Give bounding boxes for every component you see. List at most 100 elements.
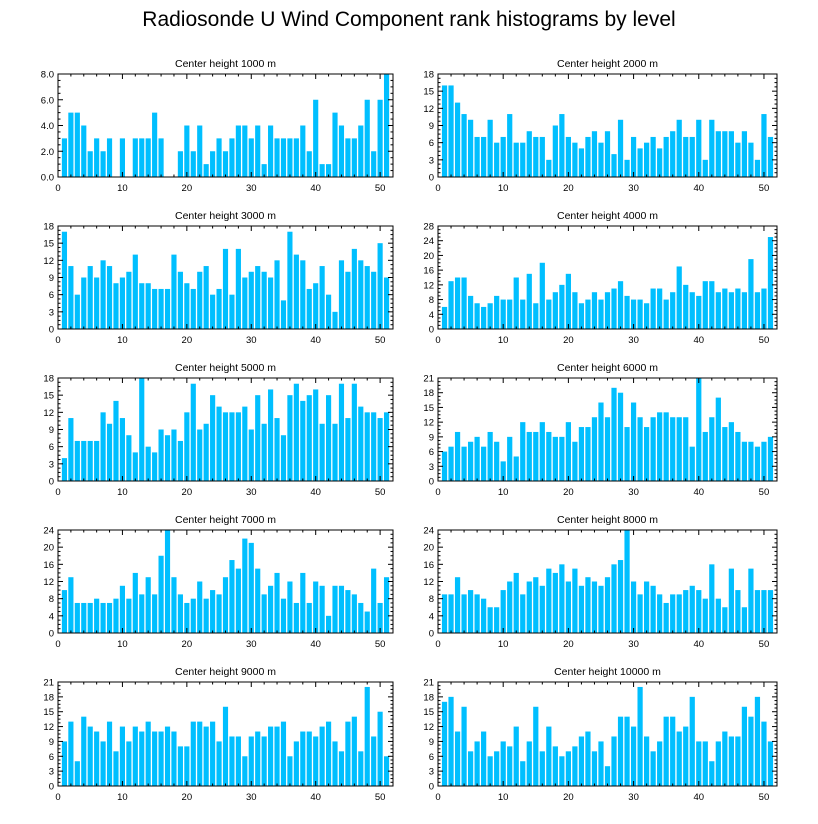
histogram-bar: [735, 142, 741, 177]
x-tick-label: 30: [246, 183, 257, 194]
y-tick-label: 3: [429, 462, 434, 473]
histogram-bar: [371, 271, 377, 329]
x-tick-label: 10: [498, 792, 509, 803]
histogram-bar: [481, 306, 487, 329]
histogram-bar: [184, 602, 190, 633]
y-tick-label: 21: [43, 678, 54, 689]
histogram-bar: [461, 594, 467, 633]
histogram-bar: [139, 378, 145, 481]
histogram-bar: [345, 418, 351, 481]
histogram-bar: [332, 585, 338, 633]
histogram-bar: [177, 746, 183, 786]
histogram-bar: [351, 716, 357, 786]
histogram-bar: [248, 271, 254, 329]
histogram-bar: [235, 125, 241, 177]
histogram-bar: [106, 266, 113, 329]
histogram-bar: [313, 581, 319, 633]
x-tick-label: 30: [628, 487, 639, 498]
y-tick-label: 6: [49, 442, 54, 453]
x-tick-label: 30: [628, 335, 639, 346]
y-tick-label: 9: [429, 121, 434, 132]
y-tick-label: 3: [49, 459, 54, 470]
histogram-bar: [481, 598, 487, 633]
histogram-bar: [268, 389, 274, 481]
y-tick-label: 0: [429, 477, 434, 488]
histogram-bar: [345, 721, 351, 786]
x-tick-label: 0: [435, 639, 440, 650]
histogram-bar: [474, 303, 480, 329]
histogram-bar: [280, 138, 287, 177]
histogram-panel: Center height 6000 m 0 10 20 30 40 50 0 3 6 9 12 15 1…: [423, 362, 778, 498]
histogram-bar: [761, 288, 767, 329]
y-tick-label: 12: [423, 722, 434, 733]
histogram-bar: [617, 560, 624, 633]
histogram-bar: [126, 271, 132, 329]
histogram-bar: [300, 572, 306, 633]
histogram-bar: [533, 577, 539, 633]
histogram-bar: [364, 611, 370, 633]
histogram-bar: [644, 581, 650, 633]
y-tick-label: 16: [423, 560, 434, 571]
histogram-bar: [481, 731, 487, 786]
x-tick-label: 50: [759, 335, 770, 346]
histogram-bar: [248, 542, 254, 633]
x-tick-label: 0: [55, 639, 60, 650]
histogram-bar: [526, 431, 532, 481]
histogram-bar: [326, 721, 332, 786]
histogram-bar: [81, 440, 87, 481]
histogram-bar: [709, 417, 715, 481]
x-tick-label: 50: [375, 335, 386, 346]
histogram-bar: [139, 138, 145, 177]
histogram-bar: [657, 148, 663, 177]
histogram-bar: [383, 756, 390, 786]
histogram-bar: [481, 446, 487, 481]
histogram-bar: [670, 594, 676, 633]
histogram-bar: [598, 142, 604, 177]
histogram-bar: [735, 736, 741, 786]
histogram-bar: [539, 585, 545, 633]
histogram-bar: [94, 598, 100, 633]
histogram-bar: [94, 138, 100, 177]
histogram-bar: [761, 114, 767, 177]
histogram-bar: [100, 260, 106, 329]
histogram-bar: [268, 125, 274, 177]
histogram-bar: [132, 138, 138, 177]
panel-title: Center height 9000 m: [175, 666, 276, 678]
histogram-bar: [87, 440, 93, 481]
y-tick-label: 9: [429, 432, 434, 443]
histogram-bar: [454, 277, 461, 329]
histogram-bar: [657, 741, 663, 786]
histogram-bar: [171, 429, 177, 481]
histogram-bar: [461, 277, 467, 329]
histogram-bar: [630, 402, 637, 481]
histogram-bar: [624, 530, 630, 633]
histogram-panel: Center height 2000 m 0 10 20 30 40 50 0 3 6 9 12 15 1…: [423, 58, 778, 194]
y-tick-label: 6: [429, 447, 434, 458]
x-tick-label: 40: [693, 487, 704, 498]
histogram-bar: [287, 581, 293, 633]
y-tick-label: 15: [43, 391, 54, 402]
histogram-bar: [617, 716, 624, 786]
histogram-bar: [546, 431, 552, 481]
y-tick-label: 4: [429, 611, 434, 622]
histogram-bar: [268, 277, 274, 329]
histogram-bar: [119, 726, 125, 786]
histogram-bar: [676, 266, 682, 329]
histogram-bar: [676, 594, 682, 633]
panel-title: Center height 4000 m: [557, 210, 658, 222]
histogram-bar: [94, 277, 100, 329]
x-tick-label: 50: [375, 792, 386, 803]
histogram-bar: [722, 607, 728, 633]
histogram-bar: [332, 741, 338, 786]
histogram-bar: [754, 696, 761, 786]
histogram-bar: [229, 736, 235, 786]
histogram-bar: [364, 686, 370, 786]
histogram-bar: [702, 159, 708, 177]
histogram-bar: [754, 292, 761, 329]
histogram-bar: [611, 154, 617, 177]
histogram-bar: [229, 138, 235, 177]
y-tick-label: 0: [429, 325, 434, 336]
histogram-bar: [604, 131, 611, 177]
histogram-bar: [106, 721, 113, 786]
histogram-bar: [578, 427, 585, 481]
